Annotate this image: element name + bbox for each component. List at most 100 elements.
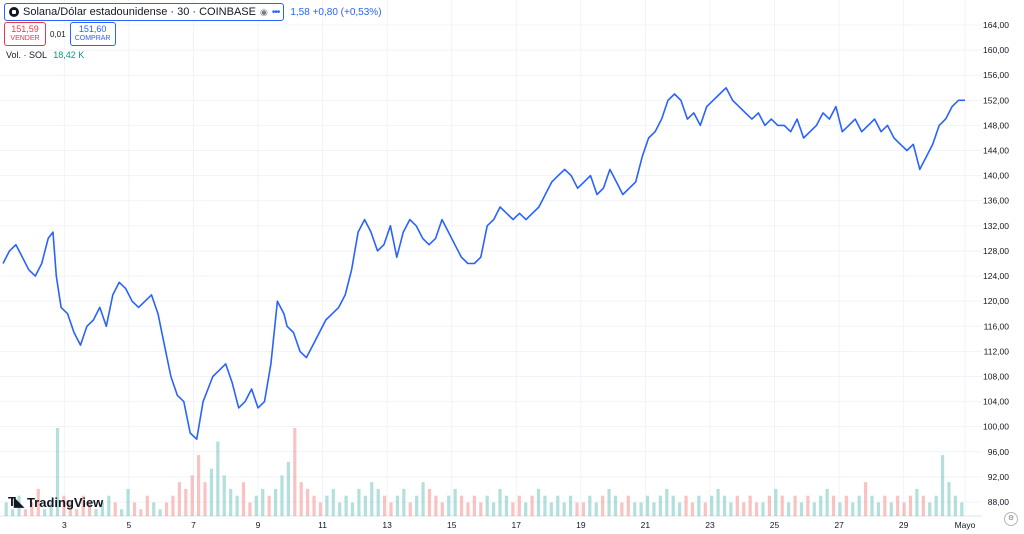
volume-bar	[492, 502, 496, 516]
volume-bar	[55, 428, 60, 516]
volume-bar	[139, 509, 143, 516]
volume-value: 18,42 K	[53, 50, 85, 60]
volume-bar	[11, 509, 15, 516]
volume-bar	[376, 488, 380, 516]
volume-bar	[902, 502, 906, 516]
x-tick-label: 9	[256, 520, 261, 530]
volume-bar	[36, 488, 40, 516]
x-tick-label: 29	[899, 520, 909, 530]
sell-label: VENDER	[10, 35, 40, 42]
price-line	[2, 87, 965, 441]
volume-legend[interactable]: Vol. · SOL 18,42 K	[6, 50, 84, 60]
volume-bar	[177, 482, 181, 516]
volume-bar	[453, 488, 457, 516]
volume-bar	[325, 495, 329, 516]
volume-bar	[81, 495, 85, 516]
buy-label: COMPRAR	[74, 35, 111, 42]
volume-bar	[960, 502, 964, 516]
volume-bar	[30, 502, 34, 516]
volume-bar	[87, 502, 92, 516]
volume-bar	[241, 482, 246, 516]
volume-bar	[68, 502, 72, 516]
y-tick-label: 152,00	[983, 95, 1009, 105]
volume-bar	[549, 502, 553, 516]
volume-bar	[113, 502, 117, 516]
volume-bar	[370, 482, 374, 516]
y-tick-label: 108,00	[983, 371, 1009, 381]
volume-bar	[645, 495, 650, 516]
volume-bar	[633, 502, 637, 516]
y-tick-label: 148,00	[983, 120, 1009, 130]
volume-bar	[222, 475, 226, 516]
volume-bar	[940, 455, 945, 516]
volume-bar	[607, 488, 611, 516]
volume-bar	[915, 488, 919, 516]
volume-bar	[844, 495, 848, 516]
volume-bar	[921, 495, 925, 516]
y-tick-label: 100,00	[983, 422, 1009, 432]
sell-button[interactable]: 151,59 VENDER	[4, 22, 46, 46]
volume-bar	[248, 502, 252, 516]
volume-bar	[517, 495, 521, 516]
x-tick-label: 7	[191, 520, 196, 530]
volume-bar	[235, 495, 239, 516]
volume-bar	[318, 502, 323, 516]
volume-bar	[953, 495, 957, 516]
volume-bar	[742, 502, 746, 516]
goto-realtime-icon[interactable]: ⚙	[1004, 512, 1018, 526]
volume-bar	[350, 502, 355, 516]
tradingview-brand[interactable]: T◣ TradingView	[8, 494, 103, 510]
more-icon[interactable]: •••	[271, 6, 280, 18]
volume-bar	[164, 502, 169, 516]
y-tick-label: 92,00	[988, 472, 1010, 482]
volume-bar	[678, 502, 682, 516]
x-tick-label: Mayo	[955, 520, 976, 530]
volume-bar	[389, 502, 393, 516]
volume-bar	[754, 502, 759, 516]
volume-bar	[415, 495, 419, 516]
price-axis: 88,00 92,00 96,00 100,00 104,00 108,00 112,00 1…	[983, 20, 1009, 507]
y-tick-label: 164,00	[983, 20, 1009, 30]
volume-bar	[434, 495, 438, 516]
volume-bar	[203, 482, 207, 516]
volume-bar	[896, 495, 900, 516]
volume-bar	[543, 495, 547, 516]
volume-bar	[588, 495, 592, 516]
buy-price: 151,60	[78, 24, 107, 34]
volume-bar	[530, 495, 534, 516]
volume-bar	[120, 509, 124, 516]
volume-bar	[421, 482, 425, 516]
x-tick-label: 3	[62, 520, 67, 530]
y-tick-label: 144,00	[983, 146, 1009, 156]
volume-bar	[267, 495, 271, 516]
volume-bar	[338, 502, 342, 516]
volume-bar	[472, 495, 476, 516]
x-tick-label: 5	[127, 520, 132, 530]
spread-value: 0,01	[50, 29, 66, 39]
x-tick-label: 15	[447, 520, 457, 530]
volume-bar	[344, 495, 348, 516]
eye-icon[interactable]: ◉	[259, 6, 268, 17]
volume-bar	[729, 502, 733, 516]
volume-bar	[447, 495, 451, 516]
volume-bar	[748, 495, 752, 516]
volume-bar	[870, 495, 874, 516]
volume-bar	[216, 441, 220, 516]
volume-bar	[658, 495, 662, 516]
symbol-box[interactable]: Solana/Dólar estadounidense · 30 · COINB…	[4, 3, 285, 21]
y-tick-label: 104,00	[983, 397, 1009, 407]
volume-bar	[17, 495, 21, 516]
volume-bar	[459, 495, 464, 516]
volume-bar	[23, 509, 28, 516]
volume-bar	[703, 502, 707, 516]
buy-button[interactable]: 151,60 COMPRAR	[69, 22, 116, 46]
sell-price: 151,59	[11, 24, 39, 34]
volume-bar	[928, 502, 932, 516]
volume-bar	[229, 488, 233, 516]
volume-bar	[838, 502, 842, 516]
volume-bar	[158, 509, 162, 516]
y-tick-label: 128,00	[983, 246, 1009, 256]
volume-bar	[100, 502, 105, 516]
volume-bar	[479, 502, 483, 516]
